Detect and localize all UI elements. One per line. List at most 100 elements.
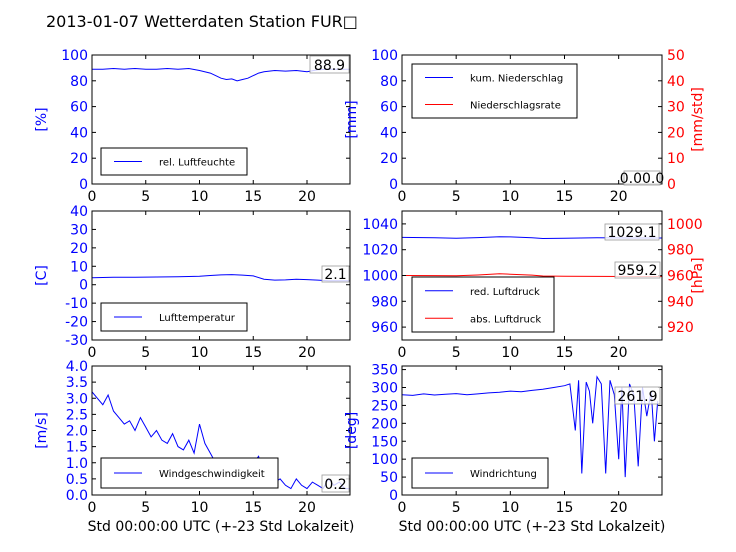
y2-tick-label: 1000: [667, 217, 703, 233]
y-tick-label: 3.0: [66, 391, 88, 407]
x-tick-label: 10: [501, 345, 519, 361]
last-value-label: 88.9: [314, 58, 345, 74]
y-tick-label: 1.5: [66, 440, 88, 456]
y-tick-label: 20: [70, 241, 88, 257]
x-tick-label: 0: [88, 345, 97, 361]
series-line-1: [92, 67, 350, 82]
x-tick-label: 5: [141, 500, 150, 516]
x-tick-label: 0: [398, 500, 407, 516]
y-tick-label: 20: [70, 151, 88, 167]
x-tick-label: 15: [556, 189, 574, 205]
y-tick-label: 2.0: [66, 424, 88, 440]
y-tick-label: 60: [70, 100, 88, 116]
value-box: [321, 474, 350, 493]
y2-tick-label: 30: [667, 100, 685, 116]
y-tick-label: 0: [389, 177, 398, 193]
y-tick-label: 1.0: [66, 456, 88, 472]
y2-tick-label: 980: [667, 243, 694, 259]
y-axis-label: [C]: [34, 265, 50, 286]
x-tick-label: 10: [191, 500, 209, 516]
x-tick-label: 15: [556, 345, 574, 361]
x-tick-label: 10: [191, 345, 209, 361]
x-tick-label: 0: [398, 345, 407, 361]
y-tick-label: 60: [380, 100, 398, 116]
y2-tick-label: 10: [667, 151, 685, 167]
y-tick-label: 0: [79, 177, 88, 193]
y2-tick-label: 940: [667, 294, 694, 310]
x-tick-label: 20: [610, 189, 628, 205]
x-tick-label: 5: [141, 189, 150, 205]
last-value-label: 2.1: [324, 267, 346, 283]
value-box: [614, 261, 661, 279]
y-axis-label: [m/s]: [34, 412, 50, 449]
y-tick-label: 40: [70, 125, 88, 141]
y2-tick-label: 960: [667, 269, 694, 285]
panel-top-left: 0 5 10 15 20 0 20 40 60 80 100 [%] rel. Luftfeuchte 8…: [34, 48, 351, 205]
y-tick-label: 960: [371, 320, 398, 336]
x-tick-label: 5: [141, 345, 150, 361]
series-line-2: [402, 273, 662, 277]
value-box: [309, 55, 350, 74]
panel-middle-left: 0 5 10 15 20 -30 -20 -10 0 10 20 30 40 [C] Lufttempera…: [34, 204, 351, 361]
y2-tick-label: 50: [667, 48, 685, 64]
y-tick-label: 1000: [362, 269, 398, 285]
x-axis-label: Std 00:00:00 UTC (+-23 Std Lokalzeit): [88, 519, 355, 535]
x-tick-label: 5: [452, 189, 461, 205]
plot-frame: [91, 210, 351, 341]
legend-entry: rel. Luftfeuchte: [159, 158, 235, 169]
y2-axis-label: [mm/std]: [690, 87, 706, 152]
x-tick-label: 10: [501, 189, 519, 205]
y2-tick-label: 920: [667, 320, 694, 336]
last-value-label: 261.9: [617, 389, 657, 405]
last-value-label: 1029.1: [608, 225, 657, 241]
legend-entry: Lufttemperatur: [159, 313, 236, 324]
x-tick-label: 5: [452, 500, 461, 516]
x-tick-label: 20: [298, 189, 316, 205]
y-tick-label: 100: [371, 48, 398, 64]
y-tick-label: 3.5: [66, 375, 88, 391]
legend-entry: abs. Luftdruck: [470, 314, 541, 325]
y-tick-label: 980: [371, 294, 398, 310]
legend-entry: red. Luftdruck: [470, 287, 540, 298]
x-tick-label: 15: [244, 189, 262, 205]
x-axis-label: Std 00:00:00 UTC (+-23 Std Lokalzeit): [399, 519, 666, 535]
y-tick-label: 2.5: [66, 407, 88, 423]
y-tick-label: 1040: [362, 217, 398, 233]
x-tick-label: 10: [191, 189, 209, 205]
x-tick-label: 15: [556, 500, 574, 516]
x-tick-label: 15: [244, 500, 262, 516]
last-value-label: 0.00.0: [620, 171, 665, 187]
x-tick-label: 0: [398, 189, 407, 205]
y-tick-label: 50: [380, 470, 398, 486]
y-tick-label: -10: [65, 296, 88, 312]
y-axis-label: [deg]: [344, 412, 360, 449]
x-tick-label: 0: [88, 500, 97, 516]
series-line-1: [92, 274, 350, 282]
y-tick-label: 100: [371, 452, 398, 468]
value-box: [623, 170, 661, 186]
y-tick-label: 150: [371, 434, 398, 450]
y-tick-label: 300: [371, 381, 398, 397]
y-axis-label: [mm]: [344, 100, 360, 138]
value-box: [321, 265, 350, 283]
y-tick-label: -20: [65, 315, 88, 331]
x-tick-label: 5: [452, 345, 461, 361]
y-tick-label: 100: [61, 48, 88, 64]
legend-entry: kum. Niederschlag: [470, 74, 563, 85]
y2-tick-label: 40: [667, 74, 685, 90]
x-tick-label: 20: [298, 500, 316, 516]
y-tick-label: 250: [371, 398, 398, 414]
y-tick-label: 1020: [362, 243, 398, 259]
y-tick-label: 0.0: [66, 488, 88, 504]
y-tick-label: 10: [70, 259, 88, 275]
y-tick-label: 200: [371, 416, 398, 432]
y2-axis-label: [hPa]: [690, 257, 706, 293]
last-value-label: 0.2: [324, 477, 346, 493]
x-tick-label: 20: [610, 500, 628, 516]
figure-title: 2013-01-07 Wetterdaten Station FUR□: [46, 12, 358, 31]
panel-bottom-left: 0 5 10 15 20 0.00.51.01.52.02.53.03.54.0 [m/s]…: [34, 359, 354, 535]
y-tick-label: 40: [380, 125, 398, 141]
y-tick-label: 0: [79, 278, 88, 294]
y-tick-label: 0.5: [66, 472, 88, 488]
plot-frame: [401, 365, 663, 496]
